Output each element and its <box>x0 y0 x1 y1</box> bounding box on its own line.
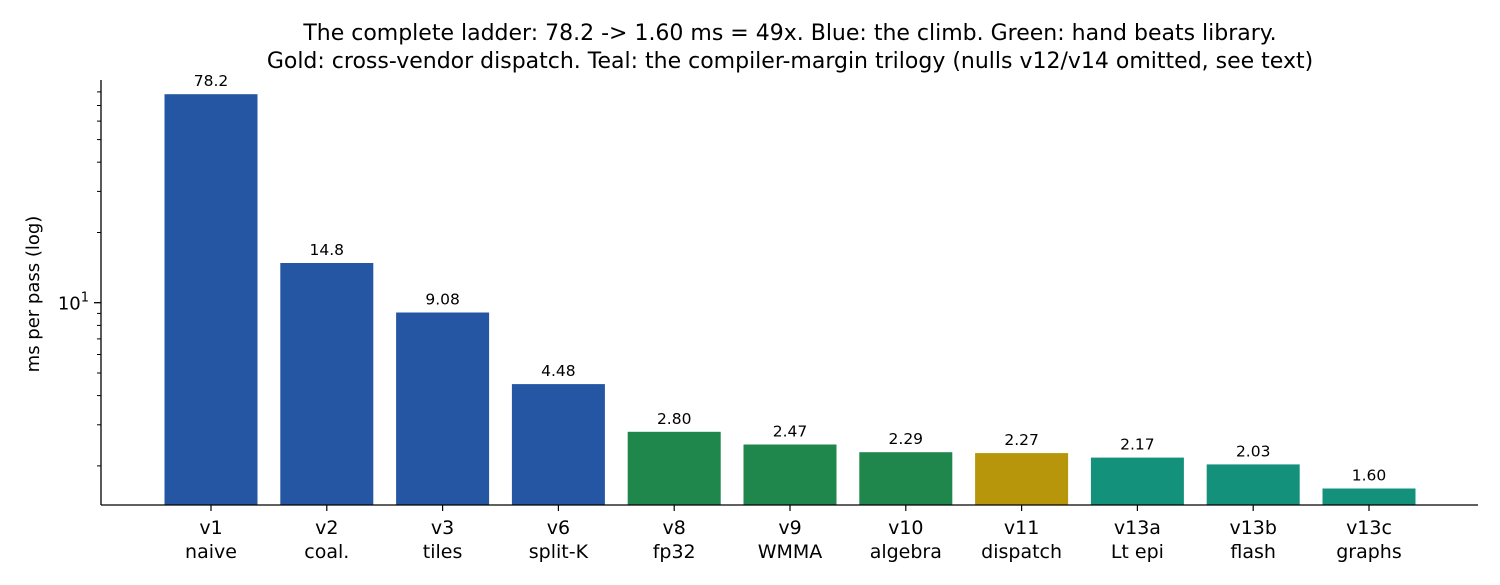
value-label-v1: 78.2 <box>194 72 229 90</box>
bar-v8 <box>627 431 721 505</box>
x-tick-label-v8: v8 <box>663 517 686 539</box>
chart-title-line-1: The complete ladder: 78.2 -> 1.60 ms = 4… <box>302 21 1276 46</box>
value-labels: 78.2 14.8 9.08 4.48 2.80 2.47 2.29 2.27 2.17 2.03… <box>194 72 1387 484</box>
x-tick-sublabel-v6: split-K <box>529 541 589 563</box>
x-tick-sublabel-v9: WMMA <box>758 541 823 563</box>
x-tick-sublabel-v13a: Lt epi <box>1111 541 1164 563</box>
bar-v3 <box>396 312 490 505</box>
value-label-v8: 2.80 <box>657 410 692 428</box>
bar-v9 <box>743 444 837 505</box>
chart-title: The complete ladder: 78.2 -> 1.60 ms = 4… <box>267 21 1313 74</box>
value-label-v13b: 2.03 <box>1236 442 1271 460</box>
value-label-v9: 2.47 <box>773 423 808 441</box>
y-axis-label: ms per pass (log) <box>23 216 44 373</box>
bar-v10 <box>859 452 953 505</box>
value-label-v13a: 2.17 <box>1120 436 1155 454</box>
x-tick-sublabel-v10: algebra <box>870 541 942 563</box>
x-tick-sublabel-v13b: flash <box>1230 541 1276 563</box>
x-tick-label-v13c: v13c <box>1346 517 1392 539</box>
bar-v13b <box>1206 464 1300 505</box>
y-axis-ticks: 101 <box>58 91 101 467</box>
bar-v2 <box>280 263 374 505</box>
x-tick-sublabel-v11: dispatch <box>981 541 1062 563</box>
x-tick-label-v13a: v13a <box>1114 517 1161 539</box>
bar-v13a <box>1090 457 1184 505</box>
bars <box>164 94 1416 505</box>
value-label-v13c: 1.60 <box>1352 467 1387 485</box>
y-tick-label: 101 <box>58 291 89 315</box>
bar-v6 <box>511 384 605 505</box>
x-tick-label-v1: v1 <box>199 517 222 539</box>
chart-title-line-2: Gold: cross-vendor dispatch. Teal: the c… <box>267 49 1313 74</box>
x-tick-label-v9: v9 <box>778 517 801 539</box>
x-tick-label-v3: v3 <box>431 517 454 539</box>
value-label-v3: 9.08 <box>425 291 460 309</box>
bar-v11 <box>975 453 1069 505</box>
x-tick-label-v10: v10 <box>888 517 923 539</box>
x-tick-sublabel-v3: tiles <box>423 541 463 563</box>
x-tick-label-v11: v11 <box>1004 517 1039 539</box>
bar-v13c <box>1322 488 1416 505</box>
x-tick-label-v13b: v13b <box>1229 517 1276 539</box>
bar-v1 <box>164 94 258 505</box>
x-tick-sublabel-v8: fp32 <box>653 541 696 563</box>
x-tick-sublabel-v1: naive <box>185 541 237 563</box>
value-label-v11: 2.27 <box>1004 431 1039 449</box>
x-tick-label-v2: v2 <box>315 517 338 539</box>
x-tick-sublabel-v2: coal. <box>304 541 349 563</box>
value-label-v6: 4.48 <box>541 362 576 380</box>
value-label-v10: 2.29 <box>889 430 924 448</box>
value-label-v2: 14.8 <box>310 241 345 259</box>
x-tick-label-v6: v6 <box>547 517 570 539</box>
x-tick-sublabel-v13c: graphs <box>1336 541 1402 563</box>
